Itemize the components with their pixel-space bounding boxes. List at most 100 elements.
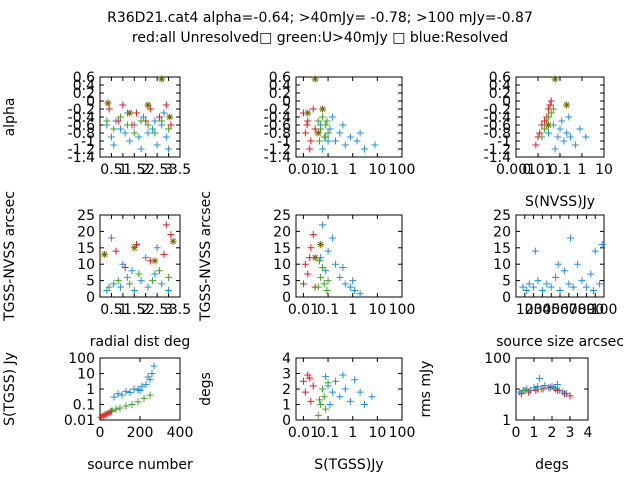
- data-point: [117, 125, 125, 133]
- data-point: [521, 386, 529, 394]
- data-point: [128, 401, 136, 408]
- x-tick-label: 3.5: [169, 302, 191, 318]
- data-point: [117, 113, 125, 121]
- data-point: [550, 384, 558, 392]
- data-point: [151, 117, 159, 125]
- data-point: [322, 121, 330, 129]
- data-point: [139, 113, 147, 121]
- data-point: [316, 396, 324, 404]
- data-point: [151, 270, 159, 278]
- plot-frame: [515, 76, 605, 158]
- data-point: [299, 280, 307, 288]
- series-green: [314, 113, 332, 145]
- data-point: [122, 402, 130, 410]
- y-tick-label: 0: [86, 94, 95, 110]
- x-tick-label: 0.1: [549, 162, 571, 178]
- data-point: [166, 113, 174, 121]
- data-point: [547, 109, 555, 117]
- data-point: [107, 133, 115, 141]
- data-point: [535, 374, 543, 382]
- data-point: [320, 133, 328, 141]
- data-point: [319, 105, 327, 113]
- x-tick-label: 3: [164, 162, 173, 178]
- y-tick-label: 5: [282, 274, 291, 290]
- data-point: [128, 267, 136, 275]
- data-point: [155, 267, 163, 275]
- y-tick-label: -1.4: [68, 150, 95, 166]
- data-point: [137, 117, 145, 125]
- y-tick-label: -1: [81, 134, 95, 150]
- data-point: [341, 385, 349, 393]
- data-point: [301, 260, 309, 268]
- data-point: [122, 387, 130, 395]
- data-point: [331, 377, 339, 385]
- data-point: [532, 386, 540, 394]
- series-green: [521, 384, 558, 394]
- y-tick-label: 100: [68, 351, 95, 367]
- series-blue: [322, 371, 376, 408]
- data-point: [339, 371, 347, 379]
- data-point: [137, 277, 145, 285]
- data-point: [556, 125, 564, 133]
- data-point: [538, 286, 546, 294]
- data-point: [322, 373, 330, 381]
- data-point: [304, 109, 312, 117]
- x-tick-label: 1: [578, 162, 587, 178]
- y-tick-label: 25: [493, 208, 511, 224]
- data-point: [598, 241, 606, 249]
- data-point: [541, 125, 549, 133]
- title-line2: red:all Unresolved□ green:U>40mJy □ blue…: [132, 30, 508, 46]
- y-axis-label: S(TGSS) Jy: [2, 352, 18, 426]
- data-point: [336, 129, 344, 137]
- data-point: [546, 101, 554, 109]
- y-tick-label: -0.8: [264, 126, 291, 142]
- plot-frame: [295, 76, 403, 158]
- data-point: [123, 273, 131, 281]
- data-point: [301, 129, 309, 137]
- x-tick-label: 1: [530, 425, 539, 441]
- series-green: [105, 267, 173, 291]
- data-point: [346, 283, 354, 291]
- data-point: [314, 129, 322, 137]
- x-tick-label: 200: [127, 425, 154, 441]
- x-tick-label: 3: [566, 425, 575, 441]
- x-tick-label: 10: [368, 162, 386, 178]
- data-point: [556, 286, 564, 294]
- data-point: [558, 117, 566, 125]
- y-tick-label: 10: [77, 367, 95, 383]
- y-tick-label: -1: [277, 134, 291, 150]
- y-tick-label: 0.6: [73, 70, 95, 86]
- data-point: [552, 273, 560, 281]
- data-point: [119, 101, 127, 109]
- data-point: [165, 125, 173, 133]
- y-tick-label: 0: [86, 290, 95, 306]
- data-point: [323, 286, 331, 294]
- data-point: [356, 290, 364, 298]
- x-tick-label: 1.5: [123, 302, 145, 318]
- series-green: [103, 113, 173, 137]
- x-tick-label: 10: [368, 302, 386, 318]
- data-point: [149, 125, 157, 133]
- data-point: [324, 247, 332, 255]
- data-point: [589, 286, 597, 294]
- data-point: [319, 145, 327, 153]
- y-axis-label: TGSS-NVSS arcsec: [2, 191, 18, 322]
- data-point: [523, 286, 531, 294]
- series-olive: [104, 75, 174, 121]
- y-tick-label: 10: [493, 257, 511, 273]
- data-point: [126, 280, 134, 288]
- x-tick-label: 3: [164, 302, 173, 318]
- y-tick-label: -0.8: [484, 126, 511, 142]
- x-tick-label: 0.01: [288, 302, 319, 318]
- plot-frame: [295, 357, 403, 421]
- series-green: [108, 391, 154, 415]
- data-point: [351, 376, 359, 384]
- data-point: [153, 244, 161, 252]
- data-point: [319, 113, 327, 121]
- data-point: [311, 254, 319, 262]
- plot-frame: [295, 214, 403, 298]
